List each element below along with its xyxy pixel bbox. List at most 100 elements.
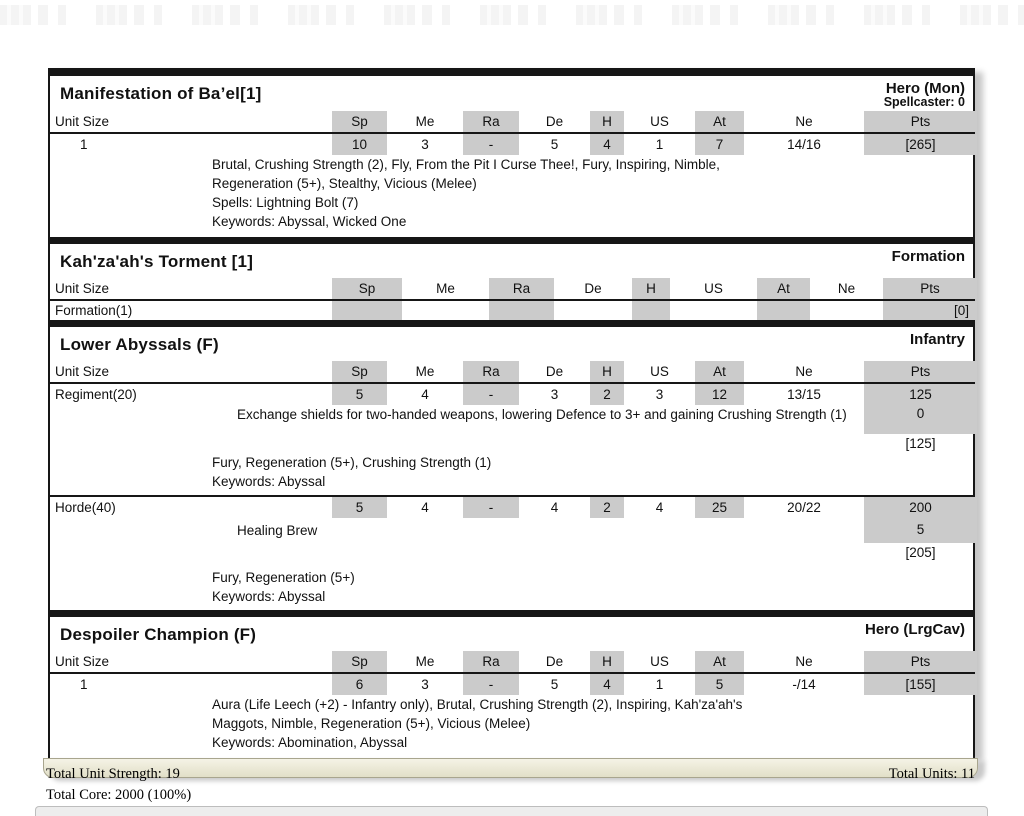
col-ra: Ra	[463, 111, 519, 132]
unit-type-label: Hero (LrgCav)	[864, 621, 965, 638]
stat-us: 3	[655, 387, 664, 402]
unit-section-lower-abyssals: Lower Abyssals (F) Infantry Unit Size Sp…	[50, 327, 977, 610]
unit-section-formation: Kah'za'ah's Torment [1] Formation Unit S…	[50, 244, 977, 320]
col-unit-size: Unit Size	[55, 114, 110, 129]
col-me: Me	[436, 281, 455, 296]
stat-de: 4	[550, 500, 559, 515]
shaded-spacer-row	[50, 424, 977, 434]
col-at: At	[695, 361, 744, 382]
stat-at: 7	[695, 134, 744, 155]
stat-row: Regiment(20) 5 4 - 3 2 3 12 13/15 125	[50, 384, 977, 405]
option-pts: 5	[864, 518, 977, 543]
col-sp: Sp	[332, 111, 387, 132]
unit-section-despoiler-champion: Despoiler Champion (F) Hero (LrgCav) Uni…	[50, 617, 977, 758]
stat-me: 4	[421, 500, 429, 515]
stat-me: 3	[421, 677, 429, 692]
unit-total-row: [205]	[50, 543, 973, 562]
keywords-text: Keywords: Abomination, Abyssal	[212, 735, 408, 750]
col-us: US	[650, 114, 669, 129]
stat-ra: -	[463, 134, 519, 155]
stat-pts: [155]	[864, 674, 977, 695]
stat-unit-size: Horde(40)	[55, 500, 116, 515]
unit-type-label: Infantry	[909, 331, 965, 348]
option-text: Exchange shields for two-handed weapons,…	[237, 407, 847, 422]
keywords-text: Keywords: Abyssal, Wicked One	[212, 214, 407, 229]
unit-type-block: Hero (Mon) Spellcaster: 0	[884, 81, 965, 109]
stat-ne: 14/16	[787, 137, 821, 152]
stat-sp: 5	[332, 384, 387, 405]
option-text: Healing Brew	[237, 523, 318, 538]
stat-h: 2	[590, 384, 624, 405]
stat-sp: 10	[332, 134, 387, 155]
spells-text: Spells: Lightning Bolt (7)	[212, 195, 359, 210]
col-ne: Ne	[795, 654, 813, 669]
keywords-row: Keywords: Abyssal	[50, 472, 973, 495]
stat-row: Formation(1) [0]	[50, 301, 977, 320]
unit-type-block: Infantry	[910, 332, 965, 347]
col-ne: Ne	[795, 114, 813, 129]
column-header-row: Unit Size Sp Me Ra De H US At Ne Pts	[50, 278, 977, 301]
panel-footer-strip	[43, 758, 978, 778]
col-unit-size: Unit Size	[55, 654, 110, 669]
unit-header-band: Kah'za'ah's Torment [1] Formation	[50, 244, 973, 278]
col-at: At	[695, 111, 744, 132]
option-row: Healing Brew 5	[50, 518, 977, 543]
total-unit-strength: Total Unit Strength: 19	[46, 766, 180, 782]
col-pts: Pts	[864, 361, 977, 382]
section-divider-bar	[50, 320, 973, 327]
special-rules-text: Fury, Regeneration (5+)	[212, 570, 355, 585]
stat-at: 5	[695, 674, 744, 695]
col-us: US	[650, 654, 669, 669]
stat-row: Horde(40) 5 4 - 4 2 4 25 20/22 200	[50, 497, 977, 518]
col-at: At	[757, 278, 810, 299]
col-unit-size: Unit Size	[55, 281, 110, 296]
unit-header-band: Lower Abyssals (F) Infantry	[50, 327, 973, 361]
column-header-row: Unit Size Sp Me Ra De H US At Ne Pts	[50, 361, 977, 384]
unit-title: Manifestation of Ba’el[1]	[60, 84, 262, 103]
stat-h: 2	[590, 497, 624, 518]
army-list-table: Manifestation of Ba’el[1] Hero (Mon) Spe…	[48, 68, 977, 758]
unit-type-block: Formation	[892, 249, 965, 264]
col-de: De	[584, 281, 602, 296]
stat-ne: -/14	[792, 677, 816, 692]
total-units: Total Units: 11	[888, 766, 975, 782]
col-h: H	[590, 651, 624, 672]
stat-de: 5	[550, 137, 559, 152]
column-header-row: Unit Size Sp Me Ra De H US At Ne Pts	[50, 111, 977, 134]
col-pts: Pts	[864, 651, 977, 672]
stat-pts: 125	[864, 384, 977, 405]
col-de: De	[545, 654, 564, 669]
unit-total-row: [125]	[50, 434, 973, 453]
stat-ra: -	[463, 384, 519, 405]
stat-ra: -	[463, 497, 519, 518]
special-rules-row: Aura (Life Leech (+2) - Infantry only), …	[50, 695, 973, 733]
stat-pts: [265]	[864, 134, 977, 155]
col-ne: Ne	[795, 364, 813, 379]
option-row: Exchange shields for two-handed weapons,…	[50, 405, 977, 424]
col-me: Me	[415, 114, 435, 129]
unit-header-band: Despoiler Champion (F) Hero (LrgCav)	[50, 617, 973, 651]
col-h: H	[590, 361, 624, 382]
col-sp: Sp	[332, 361, 387, 382]
keywords-row: Keywords: Abyssal	[50, 587, 973, 610]
keywords-text: Keywords: Abyssal	[212, 589, 326, 604]
col-us: US	[650, 364, 669, 379]
stat-pts: [0]	[883, 301, 977, 320]
stat-unit-size: 1	[80, 137, 88, 152]
stat-de-empty	[554, 301, 632, 320]
stat-us: 4	[655, 500, 664, 515]
col-ra: Ra	[489, 278, 554, 299]
special-rules-text: Brutal, Crushing Strength (2), Fly, From…	[212, 157, 720, 191]
stat-ne: 20/22	[787, 500, 821, 515]
stat-unit-size: Regiment(20)	[55, 387, 137, 402]
special-rules-text: Aura (Life Leech (+2) - Infantry only), …	[212, 697, 743, 731]
keywords-text: Keywords: Abyssal	[212, 474, 326, 489]
unit-type-block: Hero (LrgCav)	[865, 622, 965, 637]
faint-watermark-strip	[0, 5, 1024, 25]
stat-h: 4	[590, 134, 624, 155]
col-ra: Ra	[463, 651, 519, 672]
section-divider-bar	[50, 68, 973, 76]
col-de: De	[545, 364, 564, 379]
stat-h: 4	[590, 674, 624, 695]
stat-unit-size: Formation(1)	[55, 303, 133, 318]
